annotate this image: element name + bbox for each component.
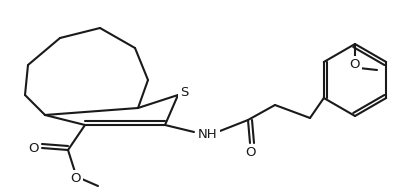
Text: O: O: [350, 57, 360, 70]
Text: O: O: [29, 141, 39, 154]
Text: NH: NH: [198, 127, 218, 140]
Text: S: S: [180, 86, 188, 99]
Text: O: O: [246, 146, 256, 159]
Text: O: O: [71, 171, 81, 184]
